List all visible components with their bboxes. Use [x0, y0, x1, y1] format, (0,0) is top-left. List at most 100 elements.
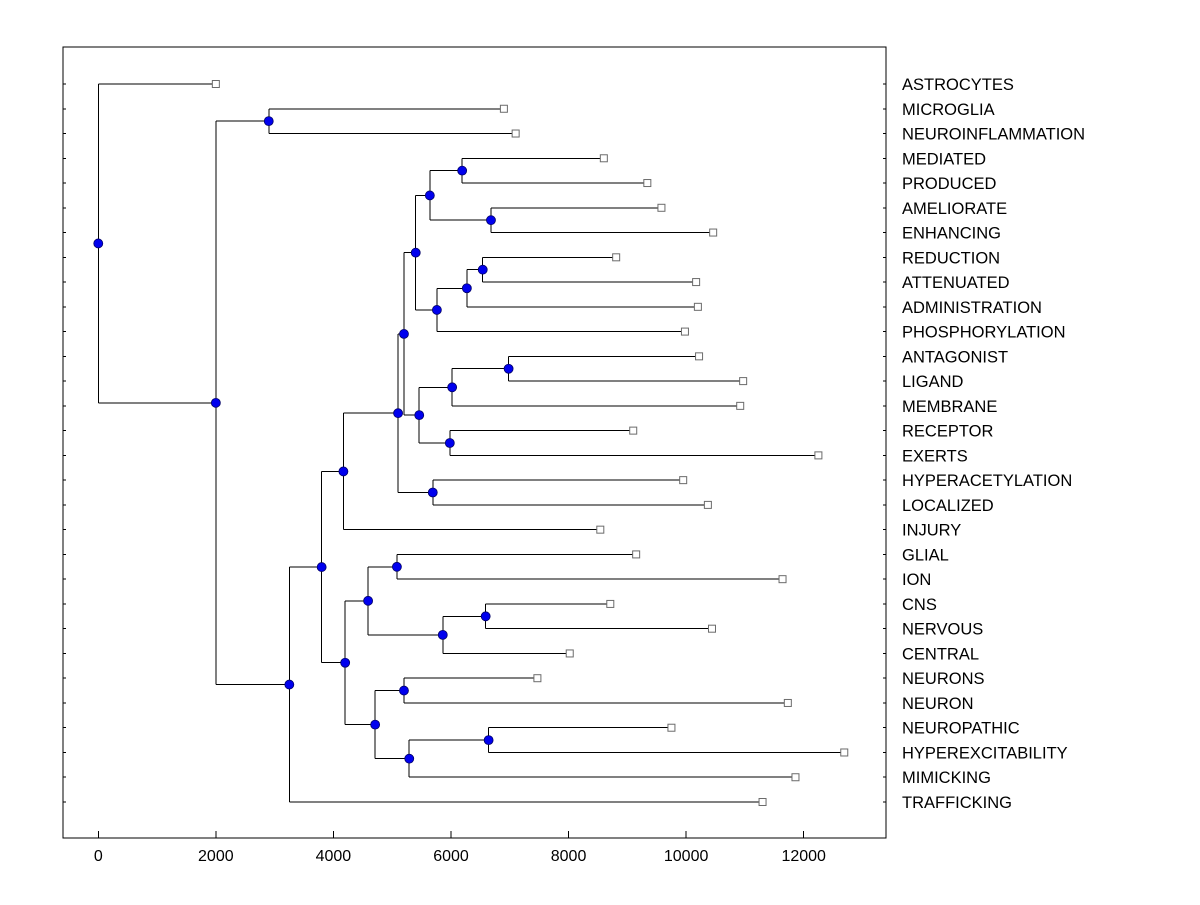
plot-border-box — [62, 46, 887, 839]
leaf-marker — [703, 500, 712, 509]
cluster-node-marker — [338, 466, 349, 477]
cluster-node-marker — [447, 382, 458, 393]
cluster-node-marker — [316, 562, 327, 572]
leaf-marker — [596, 525, 605, 534]
x-tick-label: 10000 — [664, 848, 709, 865]
cluster-node-marker — [431, 305, 442, 315]
cluster-node-marker — [263, 116, 274, 127]
leaf-marker — [778, 575, 787, 584]
cluster-node-marker — [399, 329, 409, 339]
leaf-label: HYPERACETYLATION — [902, 472, 1072, 490]
leaf-label: NERVOUS — [902, 621, 983, 639]
leaf-label: MIMICKING — [902, 769, 991, 787]
cluster-node-marker — [410, 247, 421, 258]
leaf-marker — [606, 599, 615, 608]
cluster-node-marker — [477, 264, 488, 275]
leaf-label: ADMINISTRATION — [902, 299, 1042, 317]
cluster-node-marker — [444, 438, 455, 448]
cluster-node-marker — [457, 165, 468, 176]
leaf-label: AMELIORATE — [902, 200, 1007, 218]
cluster-node-marker — [480, 611, 491, 622]
leaf-marker — [632, 550, 641, 559]
leaf-marker — [707, 624, 716, 633]
x-tick-label: 8000 — [551, 848, 587, 865]
leaf-label: MEMBRANE — [902, 398, 997, 416]
leaf-label: GLIAL — [902, 546, 949, 564]
leaf-label: NEURON — [902, 695, 974, 713]
leaf-marker — [565, 649, 574, 658]
x-tick-label: 2000 — [198, 848, 234, 865]
cluster-node-markers — [93, 116, 514, 764]
leaf-label: PHOSPHORYLATION — [902, 324, 1066, 342]
leaf-label: PRODUCED — [902, 175, 997, 193]
cluster-node-marker — [437, 629, 448, 640]
leaf-label: ION — [902, 571, 931, 589]
leaf-marker — [692, 278, 701, 287]
leaf-marker — [693, 302, 702, 311]
leaf-marker — [511, 129, 520, 138]
leaf-marker — [211, 80, 220, 88]
leaf-marker — [679, 476, 688, 485]
cluster-node-marker — [93, 238, 104, 249]
leaf-marker — [643, 179, 652, 188]
leaf-marker — [791, 773, 800, 782]
leaf-marker — [499, 104, 508, 113]
cluster-node-marker — [404, 753, 415, 764]
leaf-marker — [657, 203, 666, 212]
x-tick-label: 4000 — [316, 848, 352, 865]
leaf-label: TRAFFICKING — [902, 794, 1012, 812]
leaf-marker — [629, 426, 638, 435]
x-axis: 0 2000 4000 6000 8000 10000 12000 — [94, 831, 826, 865]
cluster-node-marker — [363, 595, 373, 606]
x-tick-label: 6000 — [433, 848, 469, 865]
tree-edges — [97, 83, 845, 803]
leaf-label: ASTROCYTES — [902, 76, 1014, 94]
x-tick-label: 12000 — [781, 848, 826, 865]
leaf-marker — [612, 253, 621, 262]
leaf-marker — [758, 798, 767, 806]
cluster-node-marker — [414, 410, 425, 421]
cluster-node-marker — [424, 190, 435, 201]
leaf-label: ATTENUATED — [902, 274, 1010, 292]
leaf-label: NEURONS — [902, 670, 985, 688]
leaf-marker — [783, 698, 792, 707]
leaf-label: RECEPTOR — [902, 423, 993, 441]
cluster-node-marker — [210, 397, 221, 408]
cluster-node-marker — [393, 408, 403, 419]
cluster-node-marker — [392, 561, 402, 572]
leaf-marker — [736, 401, 745, 410]
leaf-label: NEUROINFLAMMATION — [902, 126, 1085, 144]
leaf-label: MEDIATED — [902, 150, 986, 168]
leaf-label: NEUROPATHIC — [902, 720, 1020, 738]
cluster-node-marker — [486, 215, 496, 226]
leaf-label: CNS — [902, 596, 937, 614]
leaf-marker — [695, 352, 704, 361]
leaf-label: LOCALIZED — [902, 497, 994, 515]
cluster-node-marker — [399, 685, 409, 696]
leaf-label: MICROGLIA — [902, 101, 995, 119]
cluster-node-marker — [461, 283, 472, 294]
leaf-label: EXERTS — [902, 447, 968, 465]
leaf-marker — [739, 377, 748, 386]
leaf-label: CENTRAL — [902, 645, 979, 663]
leaf-row-ticks — [63, 83, 886, 803]
leaf-marker — [814, 451, 823, 460]
leaf-marker — [680, 327, 689, 336]
leaf-label: HYPEREXCITABILITY — [902, 744, 1068, 762]
leaf-label: INJURY — [902, 522, 961, 540]
leaf-marker — [709, 228, 718, 237]
cluster-node-marker — [340, 657, 351, 668]
leaf-label: ANTAGONIST — [902, 348, 1008, 366]
leaf-label: LIGAND — [902, 373, 964, 391]
cluster-node-marker — [284, 679, 295, 690]
cluster-node-marker — [503, 363, 514, 374]
leaf-marker — [667, 723, 676, 732]
plot-border — [62, 46, 887, 839]
leaf-marker — [599, 154, 608, 163]
leaf-marker — [533, 674, 542, 683]
cluster-node-marker — [370, 719, 381, 730]
x-tick-label: 0 — [94, 848, 103, 865]
leaf-label: REDUCTION — [902, 249, 1000, 267]
